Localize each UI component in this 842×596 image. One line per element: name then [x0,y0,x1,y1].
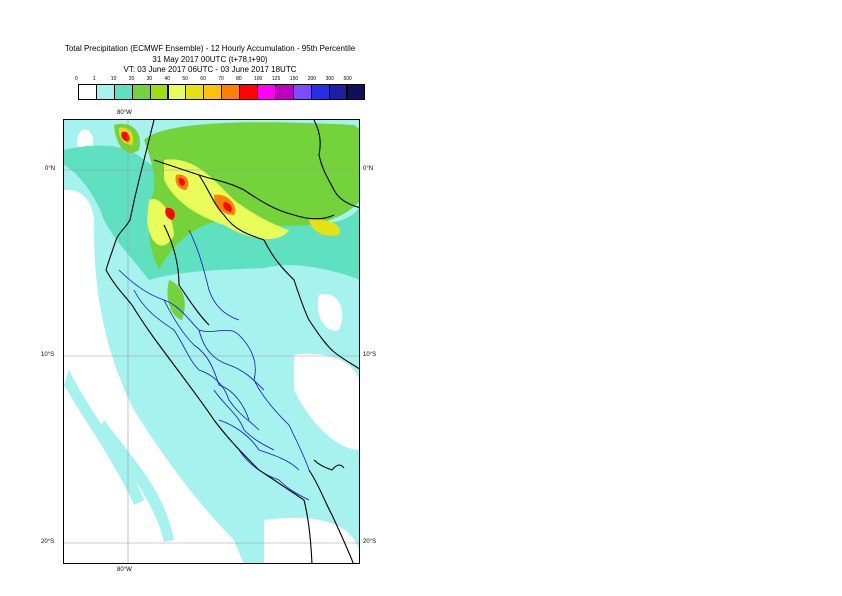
lat-label-20s-right: 20°S [363,539,377,545]
country-borders [105,120,359,563]
legend-tick-label: 60 [200,76,206,82]
very-heavy-precip-east [309,219,340,236]
legend-color-box [131,84,151,100]
legend-color-box [167,84,187,100]
extreme-core-2 [223,202,232,212]
legend-color-box [149,84,169,100]
legend-tick-label: 500 [343,76,352,82]
extreme-core-nw [121,131,130,142]
dry-ocean-area [64,189,244,563]
legend-color-box [95,84,115,100]
legend-tick-label: 125 [271,76,281,82]
legend-tick-label: 30 [146,76,153,82]
dry-patch-east-2 [317,294,343,331]
map-canvas [64,120,359,563]
map-title: Total Precipitation (ECMWF Ensemble) - 1… [64,44,356,53]
extreme-core-3 [165,207,175,220]
legend-tick-label: 150 [289,76,299,82]
legend-color-box [274,84,294,100]
lon-label-bottom: 80°W [117,567,132,573]
dry-patch-south [264,517,359,563]
dry-patch-east [294,353,359,450]
legend-tick-label: 70 [218,76,224,82]
legend-tick-label: 100 [254,76,263,82]
legend-tick-label: 40 [164,76,171,82]
legend-tick-label: 200 [307,76,317,82]
lat-label-0-right: 0°N [363,166,374,172]
legend-tick-label: 1 [92,76,96,82]
heavy-precip [144,122,359,270]
legend-color-box [328,84,348,100]
ocean-band [64,370,144,505]
legend-color-box [346,84,366,100]
precipitation-map [63,119,360,564]
base-time: 31 May 2017 00UTC (t+78,t+90) [152,55,268,64]
lon-label-top: 80°W [117,110,132,116]
lat-label-10s-left: 10°S [41,352,55,358]
legend-color-box [257,84,276,100]
ocean-band [99,420,174,542]
legend-color-box [113,84,133,100]
province-boundaries [118,229,310,501]
legend-tick-label: 0 [75,76,78,82]
lat-label-10s-right: 10°S [363,352,377,358]
legend-tick-label: 50 [182,76,188,82]
legend-color-box [78,84,97,100]
legend-tick-label: 10 [110,76,117,82]
valid-time: VT: 03 June 2017 06UTC - 03 June 2017 18… [123,65,297,74]
legend-tick-label: 80 [236,76,242,82]
legend-tick-label: 300 [325,76,334,82]
legend-color-box [221,84,241,100]
lat-label-0-left: 0°N [45,166,56,172]
legend-color-box [203,84,223,100]
extreme-core-1 [178,177,185,186]
legend-color-box [239,84,258,100]
legend-color-box [185,84,205,100]
legend-color-box [310,84,330,100]
lat-label-20s-left: 20°S [41,539,55,545]
legend-tick-label: 20 [128,76,135,82]
legend-color-box [292,84,312,100]
